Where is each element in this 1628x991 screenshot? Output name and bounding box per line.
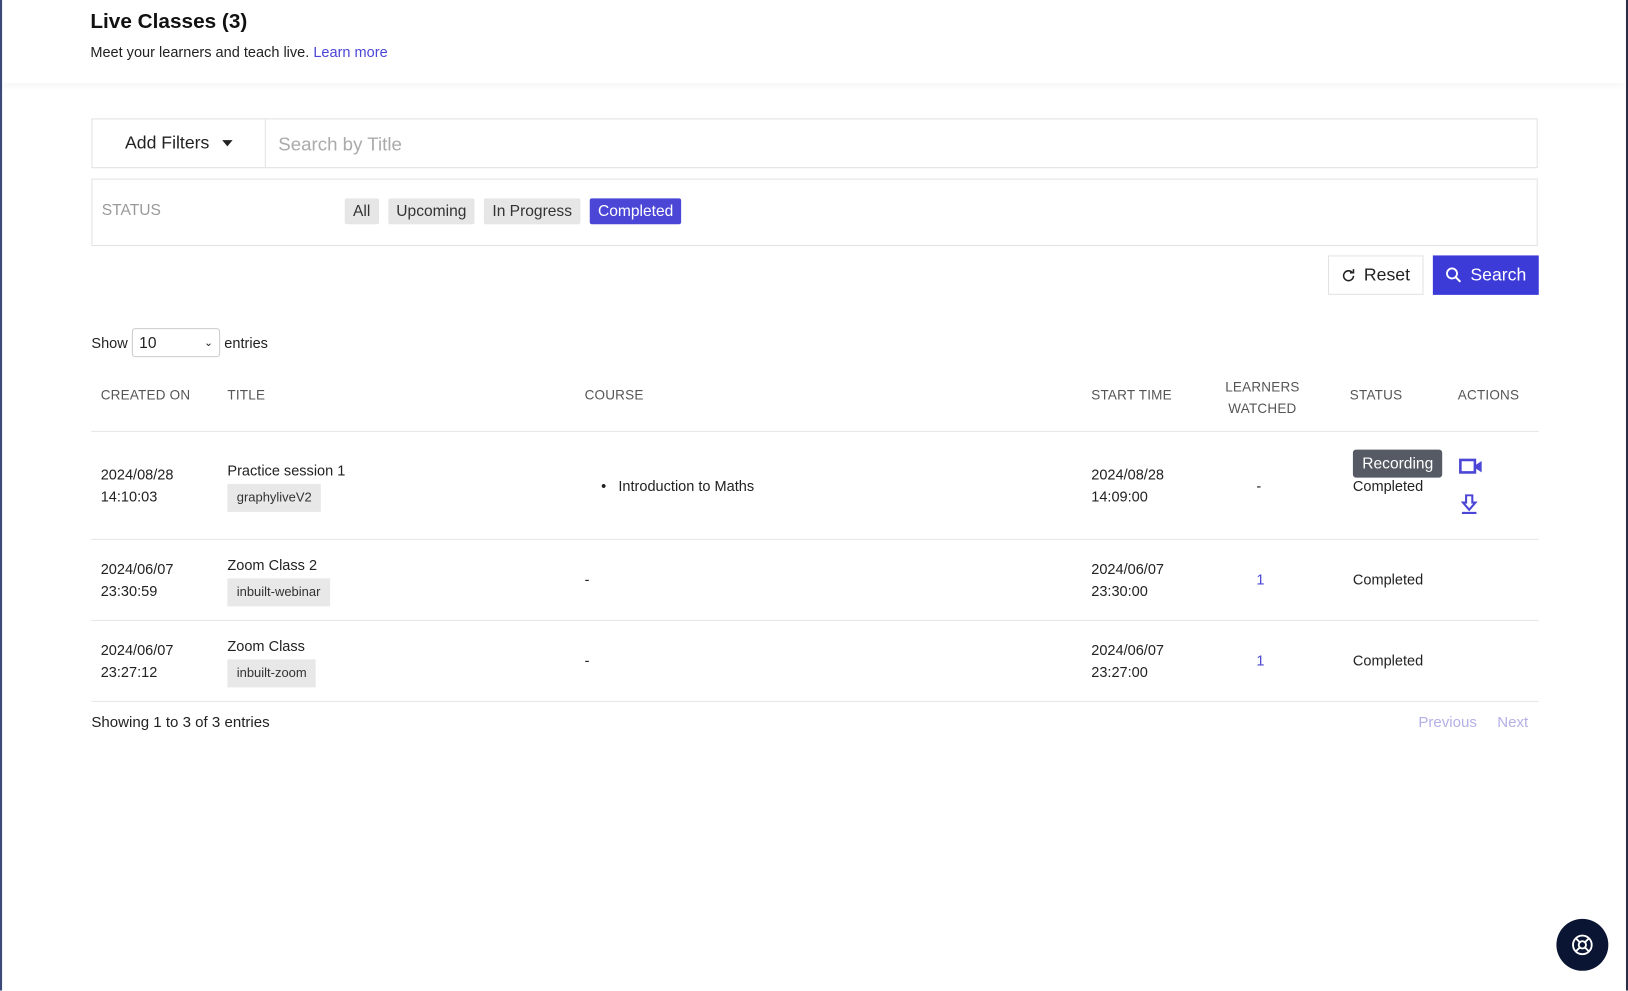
search-icon [1446,267,1462,283]
class-title[interactable]: Practice session 1 [227,462,346,479]
class-tag: inbuilt-zoom [227,659,317,688]
chip-upcoming[interactable]: Upcoming [387,198,475,225]
next-button[interactable]: Next [1497,714,1529,731]
reset-label: Reset [1363,264,1411,285]
th-course[interactable]: COURSE [584,387,644,403]
chip-all[interactable]: All [344,198,379,225]
divider [91,619,1539,621]
created-date: 2024/06/07 [100,560,174,578]
title-cell: Practice session 1 graphyliveV2 [227,460,345,512]
chip-completed[interactable]: Completed [589,198,682,225]
created-date: 2024/06/07 [100,641,174,659]
page-title: Live Classes (3) [90,10,248,34]
start-date: 2024/08/28 [1091,466,1165,483]
download-icon[interactable] [1460,494,1478,515]
created-on: 2024/08/28 14:10:03 [101,464,174,508]
divider [91,700,1539,702]
start-clock: 23:30:00 [1091,582,1148,600]
course-cell: • Introduction to Maths [601,477,755,495]
created-on: 2024/06/07 23:27:12 [101,640,174,684]
entries-control: Show 10 ⌄ entries [91,328,268,358]
entries-value: 10 [139,333,157,352]
created-time: 23:30:59 [100,582,158,600]
created-time: 23:27:12 [100,663,158,681]
chip-in-progress[interactable]: In Progress [484,198,581,225]
start-date: 2024/06/07 [1091,560,1165,578]
th-learners-watched[interactable]: LEARNERS WATCHED [1225,376,1299,420]
page-subtitle: Meet your learners and teach live. Learn… [90,44,387,61]
search-button[interactable]: Search [1432,255,1539,295]
th-learners: LEARNERS [1225,378,1300,395]
filter-bar: Add Filters [91,118,1548,170]
status: Completed [1352,571,1424,588]
title-cell: Zoom Class inbuilt-zoom [227,635,317,688]
add-filters-label: Add Filters [124,132,210,153]
add-filters-button[interactable]: Add Filters [92,119,266,168]
start-clock: 23:27:00 [1091,663,1148,681]
reset-button[interactable]: Reset [1327,255,1424,295]
start-date: 2024/06/07 [1091,641,1165,659]
refresh-icon [1342,269,1355,282]
course-cell: - [584,571,590,588]
caret-down-icon [221,140,233,147]
recording-tooltip: Recording [1352,449,1443,478]
class-title[interactable]: Zoom Class 2 [227,556,318,574]
th-title[interactable]: TITLE [227,387,266,403]
previous-button[interactable]: Previous [1418,714,1477,731]
created-on: 2024/06/07 23:30:59 [101,559,174,603]
th-actions: ACTIONS [1457,387,1520,403]
start-time: 2024/08/28 14:09:00 [1091,464,1164,508]
status: Completed [1352,477,1424,495]
th-start-time[interactable]: START TIME [1091,387,1172,403]
th-created-on[interactable]: CREATED ON [100,387,191,403]
entries-select[interactable]: 10 ⌄ [131,328,221,358]
entries-label: entries [224,334,268,351]
divider [91,538,1539,540]
th-watched: WATCHED [1228,400,1297,417]
search-input[interactable] [265,119,1548,170]
created-date: 2024/08/28 [100,466,174,483]
subtitle-text: Meet your learners and teach live. [90,43,310,61]
class-tag: graphyliveV2 [227,483,322,512]
learners-watched-link[interactable]: 1 [1256,571,1265,588]
lifebuoy-icon [1572,934,1593,956]
created-time: 14:10:03 [100,488,158,505]
start-time: 2024/06/07 23:30:00 [1091,559,1164,603]
course-cell: - [584,652,590,669]
start-time: 2024/06/07 23:27:00 [1091,640,1164,684]
search-label: Search [1470,264,1527,285]
status-label: STATUS [101,201,161,220]
class-title[interactable]: Zoom Class [227,637,305,655]
title-cell: Zoom Class 2 inbuilt-webinar [227,554,330,607]
status-filter: STATUS All Upcoming In Progress Complete… [91,178,1538,247]
show-label: Show [91,334,128,351]
class-tag: inbuilt-webinar [227,578,330,607]
start-clock: 14:09:00 [1091,488,1148,505]
divider [91,430,1539,432]
learners-watched-link[interactable]: 1 [1256,652,1265,669]
help-button[interactable] [1556,918,1609,971]
chevron-down-icon: ⌄ [204,336,213,349]
learners-watched: - [1256,477,1262,495]
course-name: Introduction to Maths [618,477,755,495]
th-status[interactable]: STATUS [1349,387,1403,403]
status: Completed [1352,652,1424,669]
learn-more-link[interactable]: Learn more [313,43,388,61]
table-info: Showing 1 to 3 of 3 entries [91,714,270,731]
video-recording-icon[interactable] [1459,458,1484,477]
